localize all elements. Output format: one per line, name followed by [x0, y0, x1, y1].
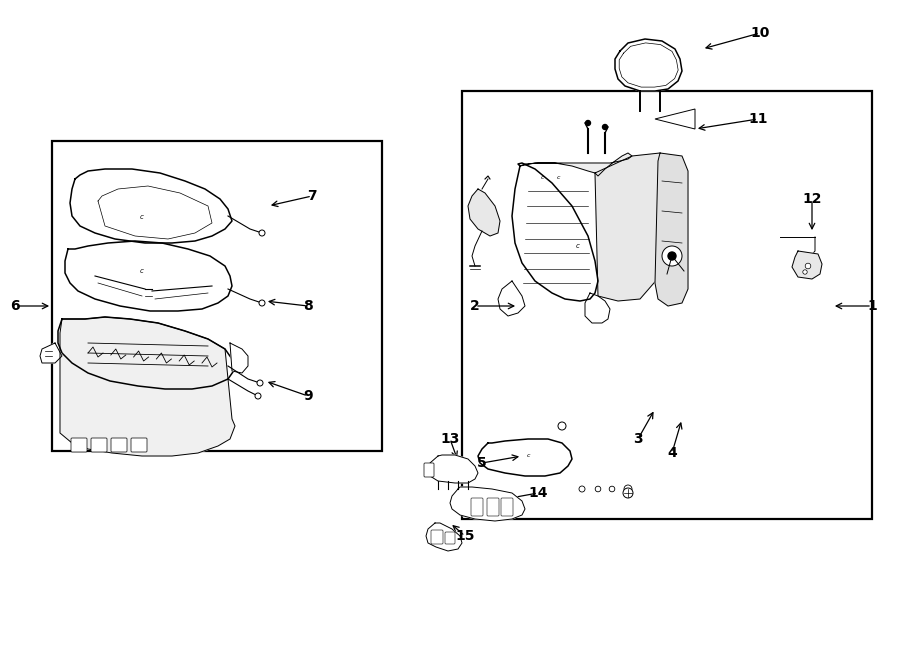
Text: c: c: [576, 243, 580, 249]
Circle shape: [259, 230, 265, 236]
Polygon shape: [655, 153, 688, 306]
Text: 10: 10: [751, 26, 770, 40]
Circle shape: [602, 124, 608, 130]
Polygon shape: [520, 153, 632, 176]
Circle shape: [257, 380, 263, 386]
FancyBboxPatch shape: [471, 498, 483, 516]
Circle shape: [259, 300, 265, 306]
Text: c: c: [526, 453, 530, 458]
Circle shape: [586, 120, 590, 126]
Polygon shape: [58, 317, 235, 389]
FancyBboxPatch shape: [501, 498, 513, 516]
Text: 1: 1: [867, 299, 877, 313]
Text: 4: 4: [667, 446, 677, 460]
FancyBboxPatch shape: [487, 498, 499, 516]
FancyBboxPatch shape: [111, 438, 127, 452]
FancyBboxPatch shape: [424, 463, 434, 477]
Circle shape: [806, 263, 811, 269]
Polygon shape: [498, 281, 525, 316]
Circle shape: [668, 252, 676, 260]
Text: c: c: [556, 175, 560, 180]
Circle shape: [579, 486, 585, 492]
Text: 2: 2: [470, 299, 480, 313]
Polygon shape: [468, 189, 500, 236]
FancyBboxPatch shape: [445, 532, 455, 544]
Text: 8: 8: [303, 299, 313, 313]
Circle shape: [624, 485, 632, 493]
Text: 5: 5: [477, 456, 487, 470]
Polygon shape: [655, 109, 695, 129]
FancyBboxPatch shape: [71, 438, 87, 452]
Bar: [52, 141, 382, 451]
Circle shape: [558, 422, 566, 430]
Circle shape: [255, 393, 261, 399]
Circle shape: [803, 270, 807, 274]
Text: 12: 12: [802, 192, 822, 206]
Polygon shape: [40, 343, 62, 363]
Polygon shape: [585, 293, 610, 323]
Polygon shape: [60, 317, 235, 456]
Circle shape: [595, 486, 601, 492]
Text: c: c: [140, 214, 144, 220]
Polygon shape: [512, 163, 598, 301]
Bar: [462, 91, 872, 519]
Polygon shape: [595, 153, 675, 301]
Text: 11: 11: [748, 112, 768, 126]
FancyBboxPatch shape: [91, 438, 107, 452]
Polygon shape: [230, 343, 248, 373]
Text: 7: 7: [307, 189, 317, 203]
Polygon shape: [70, 169, 232, 243]
Text: 6: 6: [10, 299, 20, 313]
Polygon shape: [426, 523, 462, 551]
Text: 15: 15: [455, 529, 475, 543]
Polygon shape: [478, 439, 572, 476]
Text: 9: 9: [303, 389, 313, 403]
Text: 14: 14: [528, 486, 548, 500]
Polygon shape: [65, 241, 232, 311]
Circle shape: [609, 486, 615, 492]
Polygon shape: [450, 487, 525, 521]
Circle shape: [623, 488, 633, 498]
Text: c: c: [540, 175, 544, 180]
Polygon shape: [428, 455, 478, 483]
FancyBboxPatch shape: [131, 438, 147, 452]
Text: 13: 13: [440, 432, 460, 446]
FancyBboxPatch shape: [431, 530, 443, 544]
Text: 3: 3: [634, 432, 643, 446]
Text: c: c: [140, 268, 144, 274]
Circle shape: [662, 246, 682, 266]
Polygon shape: [792, 251, 822, 279]
Polygon shape: [615, 39, 682, 91]
